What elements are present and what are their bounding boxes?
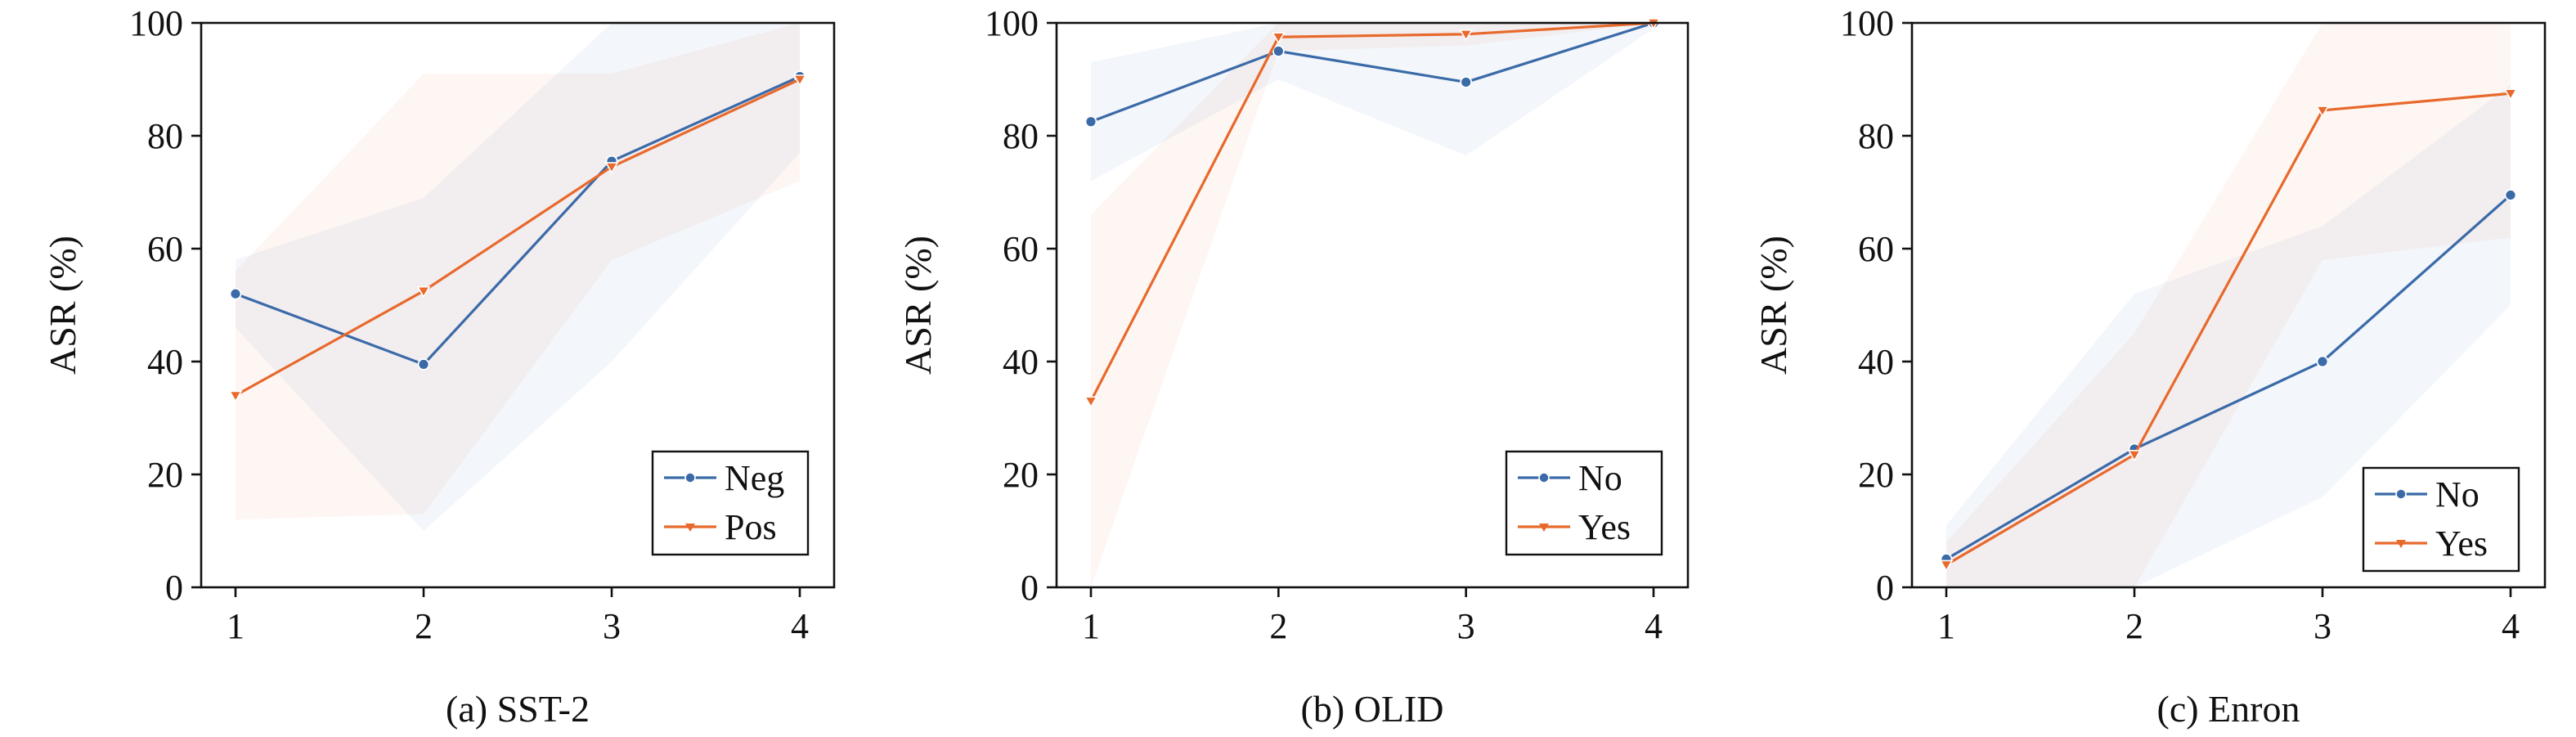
data-point (417, 358, 430, 371)
data-point (416, 285, 431, 299)
x-tick-label: 2 (2125, 606, 2143, 646)
y-tick-label: 80 (147, 116, 183, 156)
data-point (1272, 45, 1285, 57)
y-tick-label: 60 (1003, 229, 1039, 269)
data-point (2315, 106, 2330, 118)
data-point (2316, 355, 2329, 368)
axes-frame (1055, 21, 1690, 589)
legend-label: Yes (1578, 507, 1631, 547)
data-point (792, 74, 807, 87)
axes-frame (200, 21, 836, 589)
y-tick-label: 20 (147, 455, 183, 495)
legend-marker (2396, 540, 2406, 548)
legend-label: Neg (725, 458, 784, 498)
data-point (1271, 32, 1286, 44)
axes-frame (1910, 21, 2547, 589)
series-line-no (1090, 21, 1654, 124)
series-line-pos (235, 78, 801, 397)
y-tick-label: 80 (1003, 116, 1039, 156)
chart-panel-2: 0 20 40 60 80 100 1 2 3 4 ASR (%) (b) OLID No Yes (897, 3, 1690, 730)
confidence-band-no (1946, 84, 2511, 587)
data-point (2504, 189, 2517, 201)
legend-label: No (1578, 458, 1622, 498)
legend-marker (2395, 488, 2407, 500)
legend-label: No (2435, 474, 2480, 515)
x-tick-label: 1 (227, 606, 245, 646)
legend-label: Pos (725, 507, 777, 547)
x-tick-label: 4 (1645, 606, 1663, 646)
x-tick-label: 1 (1937, 606, 1955, 646)
y-tick-label: 100 (129, 3, 183, 43)
x-tick-label: 2 (415, 606, 433, 646)
confidence-band-no (1091, 23, 1654, 182)
series-line-yes (1089, 21, 1654, 402)
legend-box (651, 450, 810, 556)
data-point (1459, 29, 1474, 42)
legend-label: Yes (2435, 524, 2488, 564)
y-tick-label: 20 (1003, 455, 1039, 495)
confidence-band-neg (236, 23, 800, 531)
data-point (229, 287, 242, 300)
y-tick-label: 0 (1876, 568, 1894, 608)
legend-box (1505, 450, 1663, 556)
data-point (228, 390, 243, 402)
x-tick-label: 3 (603, 606, 621, 646)
chart-caption: (b) OLID (1301, 688, 1444, 730)
y-axis-title: ASR (%) (1752, 236, 1794, 375)
x-tick-label: 3 (1457, 606, 1475, 646)
legend-marker (685, 524, 695, 532)
y-tick-label: 0 (165, 568, 183, 608)
data-point (1084, 396, 1098, 408)
legend: No Yes (1505, 450, 1663, 556)
data-point (1084, 115, 1097, 128)
y-tick-label: 40 (1003, 342, 1039, 382)
chart-caption: (c) Enron (2157, 688, 2300, 730)
legend-marker (1538, 472, 1550, 483)
legend-marker (1539, 524, 1549, 532)
x-tick-label: 4 (2502, 606, 2520, 646)
series-line-yes (1945, 92, 2511, 566)
y-tick-label: 60 (1858, 229, 1894, 269)
legend-marker (684, 472, 696, 483)
chart-caption: (a) SST-2 (446, 688, 590, 730)
confidence-band-pos (236, 23, 800, 520)
y-tick-label: 40 (147, 342, 183, 382)
y-tick-label: 80 (1858, 116, 1894, 156)
data-point (1460, 76, 1473, 88)
y-tick-label: 100 (1840, 3, 1894, 43)
data-point (2503, 88, 2518, 101)
data-point (604, 162, 619, 174)
y-tick-label: 60 (147, 229, 183, 269)
x-tick-label: 2 (1269, 606, 1287, 646)
y-tick-label: 40 (1858, 342, 1894, 382)
data-point (2127, 450, 2142, 462)
x-tick-label: 4 (791, 606, 809, 646)
legend: Neg Pos (651, 450, 810, 556)
data-point (1939, 559, 1954, 572)
chart-panel-3: 0 20 40 60 80 100 1 2 3 4 ASR (%) (c) Enron No Yes (1752, 3, 2547, 730)
y-axis-title: ASR (%) (897, 236, 939, 375)
y-axis-title: ASR (%) (42, 236, 83, 375)
series-line-no (1945, 194, 2512, 560)
y-tick-label: 100 (985, 3, 1039, 43)
confidence-band-yes (1091, 23, 1654, 587)
legend-box (2362, 466, 2520, 573)
chart-panel-1: 0 20 40 60 80 100 1 2 3 4 ASR (%) (a) SST-2 Neg Pos (42, 3, 836, 730)
confidence-band-yes (1946, 23, 2511, 587)
x-tick-label: 3 (2313, 606, 2331, 646)
y-tick-label: 20 (1858, 455, 1894, 495)
series-line-neg (235, 75, 801, 366)
legend: No Yes (2362, 466, 2520, 573)
y-tick-label: 0 (1021, 568, 1039, 608)
x-tick-label: 1 (1082, 606, 1100, 646)
